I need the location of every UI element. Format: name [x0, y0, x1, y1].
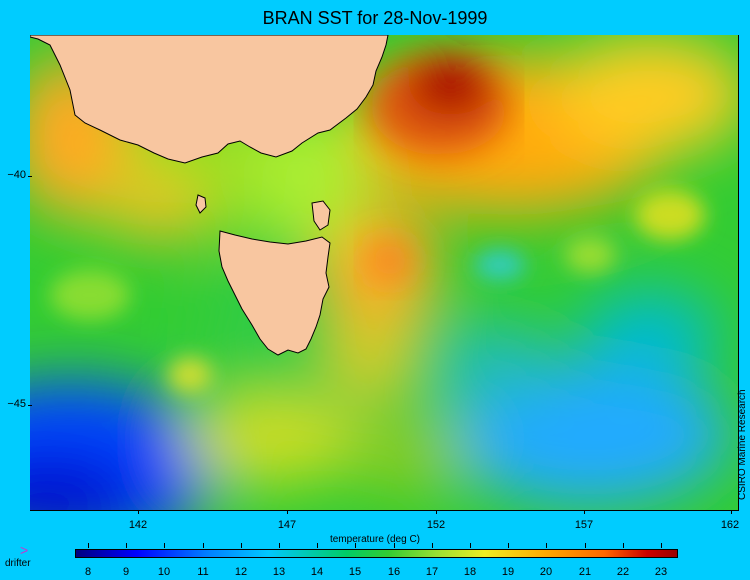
colorbar-label: 23 [654, 566, 668, 578]
sst-map-svg [30, 35, 738, 510]
colorbar-tick [394, 543, 395, 548]
colorbar-tick [126, 543, 127, 548]
lat-label-40: −40 [7, 169, 26, 181]
colorbar-label: 16 [387, 566, 401, 578]
lon-tick-152 [436, 510, 437, 514]
colorbar-label: 22 [616, 566, 630, 578]
colorbar-label: 17 [425, 566, 439, 578]
colorbar-tick [203, 543, 204, 548]
colorbar-label: 10 [157, 566, 171, 578]
lon-tick-147 [287, 510, 288, 514]
lon-tick-142 [138, 510, 139, 514]
colorbar-tick [585, 543, 586, 548]
lon-label-152: 152 [426, 519, 446, 531]
colorbar-label: 11 [197, 566, 209, 578]
colorbar-tick [661, 543, 662, 548]
lon-label-147: 147 [277, 519, 297, 531]
colorbar-label: 13 [272, 566, 286, 578]
colorbar-tick [623, 543, 624, 548]
colorbar-tick [241, 543, 242, 548]
colorbar-tick [432, 543, 433, 548]
colorbar-label: 19 [501, 566, 515, 578]
lon-label-162: 162 [720, 519, 740, 531]
warm-core-eddy [368, 55, 510, 278]
colorbar-label: 15 [348, 566, 362, 578]
lon-tick-162 [731, 510, 732, 514]
colorbar-label: 14 [310, 566, 324, 578]
lat-tick-45 [28, 405, 32, 406]
colorbar-label: 8 [84, 566, 92, 578]
lat-tick-40 [28, 176, 32, 177]
colorbar-tick [317, 543, 318, 548]
temperature-field [30, 35, 738, 510]
colorbar-tick [546, 543, 547, 548]
flinders-island [311, 200, 331, 231]
lat-label-45: −45 [7, 398, 26, 410]
colorbar-tick [164, 543, 165, 548]
credit-text: CSIRO Marine Research [737, 389, 748, 500]
colorbar-tick [88, 543, 89, 548]
lon-tick-157 [584, 510, 585, 514]
colorbar-label: 9 [122, 566, 130, 578]
lon-label-142: 142 [128, 519, 148, 531]
sst-map [30, 35, 739, 511]
map-title: BRAN SST for 28-Nov-1999 [262, 8, 488, 28]
colorbar-tick [279, 543, 280, 548]
colorbar-tick [355, 543, 356, 548]
drifter-label: drifter [5, 558, 31, 569]
colorbar-label: 21 [578, 566, 592, 578]
mainland-land [30, 35, 389, 164]
king-island [195, 194, 207, 214]
temperature-colorbar [75, 549, 678, 558]
drifter-icon: > [20, 542, 29, 558]
fine-eddies [50, 190, 705, 393]
colorbar-title: temperature (deg C) [329, 534, 421, 545]
colorbar-tick [508, 543, 509, 548]
tasmania-land [218, 230, 331, 356]
colorbar-label: 12 [234, 566, 248, 578]
lon-label-157: 157 [574, 519, 594, 531]
colorbar-label: 18 [463, 566, 477, 578]
colorbar-label: 20 [539, 566, 553, 578]
colorbar-tick [470, 543, 471, 548]
